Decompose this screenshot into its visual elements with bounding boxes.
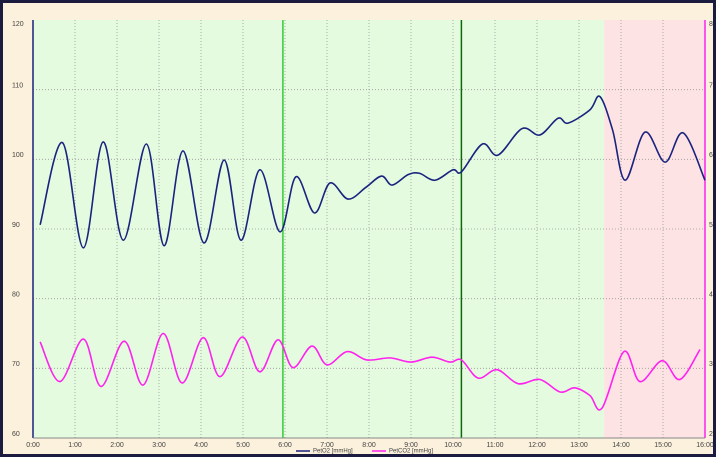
x-tick-label: 8:00 xyxy=(362,442,376,449)
data-line xyxy=(39,95,706,249)
data-line xyxy=(39,332,701,411)
x-tick-label: 7:00 xyxy=(320,442,334,449)
y-tick-label: 100 xyxy=(12,152,24,159)
y-tick-label: 80 xyxy=(12,292,20,299)
x-tick-label: 4:00 xyxy=(194,442,208,449)
x-tick-label: 1:00 xyxy=(68,442,82,449)
y-tick-label: 60 xyxy=(12,431,20,438)
x-tick-label: 13:00 xyxy=(570,442,588,449)
y2-tick-label: 40 xyxy=(709,292,716,299)
x-tick-label: 2:00 xyxy=(110,442,124,449)
legend-label: PetO2 [mmHg] xyxy=(313,449,353,455)
x-tick-label: 0:00 xyxy=(26,442,40,449)
y2-tick-label: 20 xyxy=(709,431,716,438)
y2-tick-label: 50 xyxy=(709,222,716,229)
x-tick-label: 3:00 xyxy=(152,442,166,449)
y2-tick-label: 30 xyxy=(709,361,716,368)
y-tick-label: 110 xyxy=(12,83,23,90)
legend-label: PetCO2 [mmHg] xyxy=(389,449,433,455)
y-tick-label: 70 xyxy=(12,361,20,368)
y2-tick-label: 70 xyxy=(709,83,716,90)
x-tick-label: 14:00 xyxy=(612,442,630,449)
x-tick-label: 5:00 xyxy=(236,442,250,449)
y2-tick-label: 80 xyxy=(709,21,716,28)
x-tick-label: 9:00 xyxy=(404,442,418,449)
x-tick-label: 15:00 xyxy=(654,442,672,449)
x-tick-label: 12:00 xyxy=(528,442,546,449)
x-tick-label: 10:00 xyxy=(444,442,462,449)
x-tick-label: 11:00 xyxy=(487,442,504,449)
y-tick-label: 120 xyxy=(12,21,24,28)
x-tick-label: 6:00 xyxy=(278,442,292,449)
y2-tick-label: 60 xyxy=(709,152,716,159)
y-tick-label: 90 xyxy=(12,222,20,229)
x-tick-label: 16:00 xyxy=(696,442,714,449)
